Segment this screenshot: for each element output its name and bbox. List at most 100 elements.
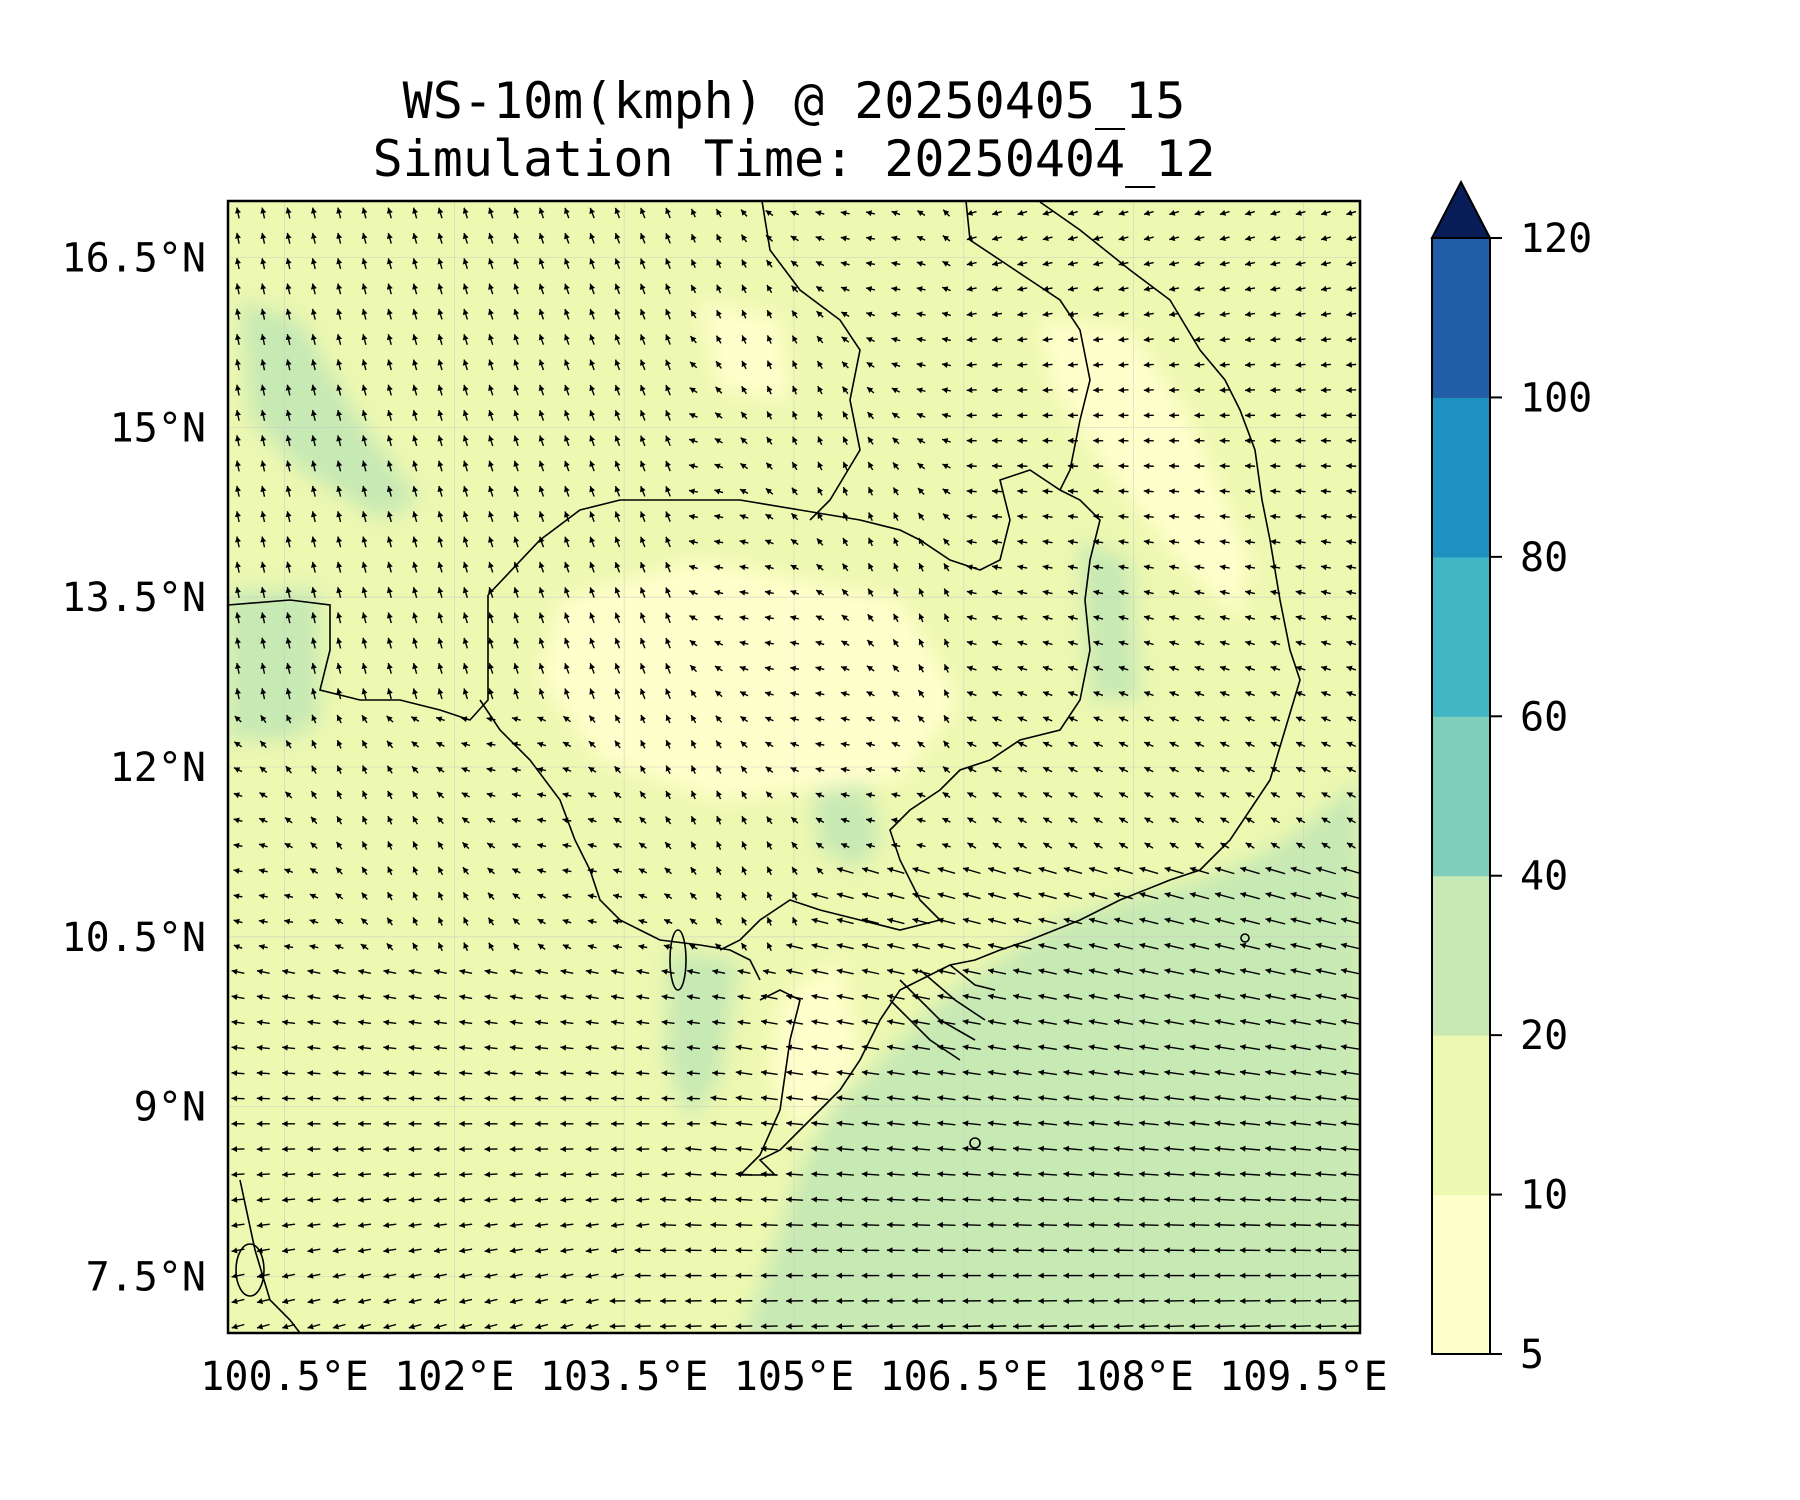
wind-arrow	[816, 360, 823, 369]
wind-arrow	[861, 1044, 880, 1051]
wind-arrow	[1164, 1196, 1184, 1203]
wind-arrow	[1088, 1044, 1108, 1051]
wind-arrow	[614, 308, 621, 320]
wind-arrow	[1139, 1069, 1159, 1076]
wind-arrow	[410, 716, 420, 723]
wind-arrow	[987, 1272, 1007, 1279]
wind-arrow	[231, 1196, 245, 1203]
wind-arrow	[665, 536, 671, 548]
wind-arrow	[361, 435, 368, 447]
wind-arrow	[560, 1019, 574, 1026]
wind-arrow	[1093, 538, 1104, 545]
wind-arrow	[1063, 917, 1083, 925]
wind-arrow	[760, 1095, 778, 1102]
wind-arrow	[966, 741, 977, 748]
wind-arrow	[336, 790, 343, 800]
wind-arrow	[1214, 1171, 1235, 1178]
wind-arrow	[735, 1145, 753, 1152]
map-frame	[226, 199, 1362, 1335]
wind-arrow	[690, 284, 697, 294]
wind-arrow	[992, 209, 1002, 216]
wind-arrow	[484, 1323, 498, 1330]
wind-arrow	[433, 968, 447, 975]
wind-arrow	[1169, 538, 1180, 545]
wind-arrow	[661, 1095, 675, 1102]
wind-arrow	[412, 460, 419, 472]
wind-arrow	[1346, 412, 1357, 419]
wind-arrow	[966, 311, 977, 318]
wind-arrow	[764, 665, 774, 672]
wind-arrow	[790, 538, 799, 546]
wind-arrow	[513, 587, 520, 598]
wind-arrow	[1320, 412, 1331, 419]
wind-arrow	[260, 586, 267, 599]
wind-arrow	[1169, 513, 1180, 520]
wind-arrow	[992, 817, 1002, 824]
wind-arrow	[408, 1095, 422, 1102]
wind-arrow	[235, 207, 241, 219]
wind-arrow	[941, 387, 951, 394]
wind-arrow	[966, 412, 977, 419]
wind-arrow	[792, 410, 798, 420]
wind-arrow	[589, 207, 596, 219]
wind-arrow	[610, 1272, 625, 1279]
wind-arrow	[836, 1095, 854, 1102]
wind-arrow	[412, 308, 419, 320]
wind-arrow	[1219, 640, 1230, 647]
wind-arrow	[614, 435, 621, 447]
wind-arrow	[357, 1095, 372, 1102]
wind-arrow	[408, 1044, 422, 1051]
wind-arrow	[1194, 285, 1205, 292]
wind-arrow	[765, 791, 773, 799]
wind-arrow	[840, 235, 850, 242]
wind-arrow	[937, 1095, 956, 1102]
wind-arrow	[1139, 866, 1159, 875]
wind-arrow	[715, 765, 722, 774]
wind-arrow	[966, 336, 977, 343]
wind-arrow	[1067, 614, 1078, 621]
calm-region-cambodia	[540, 560, 960, 800]
wind-arrow	[1189, 1145, 1210, 1152]
wind-arrow	[916, 387, 926, 394]
wind-arrow	[1143, 589, 1154, 596]
wind-arrow	[815, 235, 825, 242]
wind-arrow	[786, 993, 804, 1000]
wind-arrow	[817, 385, 824, 395]
wind-arrow	[714, 589, 724, 596]
wind-arrow	[436, 816, 444, 825]
wind-arrow	[639, 232, 646, 244]
wind-arrow	[361, 485, 368, 497]
wind-arrow	[336, 714, 343, 724]
wind-arrow	[867, 613, 874, 622]
wind-arrow	[1290, 1069, 1311, 1076]
wind-arrow	[1017, 412, 1028, 419]
wind-arrow	[1017, 387, 1028, 394]
wind-arrow	[386, 688, 393, 700]
wind-arrow	[1017, 209, 1028, 216]
wind-arrow	[461, 767, 471, 773]
wind-arrow	[686, 968, 700, 975]
wind-arrow	[357, 1120, 372, 1127]
wind-arrow	[610, 1247, 625, 1254]
wind-arrow	[815, 640, 825, 647]
wind-arrow	[861, 1069, 880, 1076]
wind-arrow	[614, 612, 621, 624]
wind-arrow	[488, 258, 494, 270]
wind-arrow	[336, 460, 343, 472]
wind-arrow	[1063, 892, 1083, 900]
wind-arrow	[840, 817, 850, 824]
wind-arrow	[1017, 665, 1028, 672]
wind-arrow	[360, 943, 369, 950]
wind-arrow	[1295, 387, 1306, 394]
wind-arrow	[1265, 1323, 1286, 1330]
wind-arrow	[1295, 336, 1306, 343]
wind-arrow	[842, 486, 849, 496]
wind-arrow	[663, 944, 673, 950]
wind-arrow	[1169, 209, 1180, 216]
wind-arrow	[1144, 817, 1154, 824]
wind-arrow	[665, 714, 672, 724]
wind-arrow	[1340, 891, 1360, 900]
wind-arrow	[1143, 235, 1154, 242]
island-con-son	[969, 1137, 981, 1149]
wind-arrow	[966, 260, 977, 267]
